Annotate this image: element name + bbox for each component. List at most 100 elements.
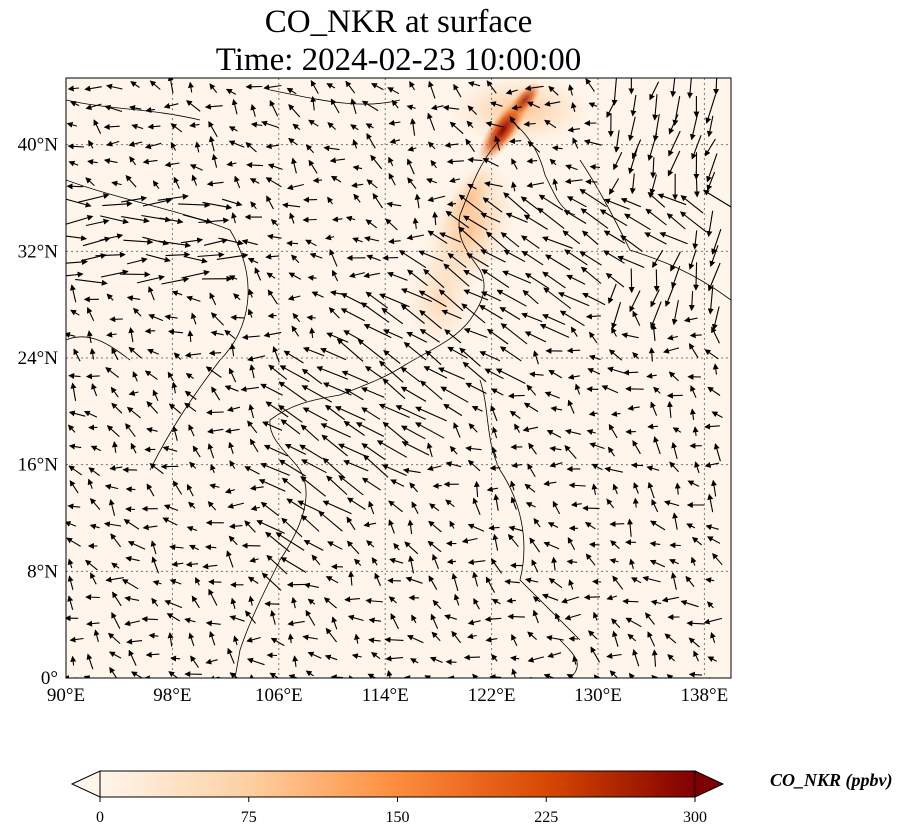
wind-arrow — [583, 594, 601, 601]
wind-arrow — [325, 404, 346, 421]
wind-arrow — [624, 213, 651, 231]
wind-arrow — [229, 615, 245, 622]
wind-arrow — [650, 401, 658, 416]
wind-arrow — [353, 193, 361, 203]
wind-arrow — [147, 123, 161, 130]
wind-arrow — [305, 239, 317, 247]
wind-arrow — [623, 369, 639, 376]
wind-arrow — [67, 424, 76, 433]
wind-arrow — [511, 668, 518, 678]
wind-arrow — [287, 620, 305, 627]
wind-arrow — [581, 230, 599, 245]
wind-arrow — [542, 314, 566, 326]
wind-arrow — [278, 405, 303, 423]
wind-arrow — [165, 251, 191, 258]
wind-arrow — [345, 80, 356, 94]
wind-arrow — [388, 519, 395, 534]
wind-arrow — [453, 83, 462, 98]
wind-arrow — [526, 101, 541, 109]
wind-arrow — [388, 500, 403, 513]
wind-arrow — [582, 293, 606, 306]
wind-arrow — [228, 441, 234, 454]
wind-arrow — [95, 251, 126, 258]
wind-arrow — [343, 459, 369, 472]
wind-arrow — [381, 307, 404, 325]
wind-arrow — [664, 284, 675, 307]
wind-arrow — [672, 512, 679, 530]
wind-arrow — [367, 673, 377, 678]
wind-arrow — [124, 595, 140, 602]
wind-arrow — [146, 427, 158, 433]
wind-arrow — [425, 350, 442, 366]
wind-arrow — [704, 349, 719, 360]
wind-arrow — [265, 143, 279, 150]
wind-arrow — [566, 347, 581, 354]
wind-arrow — [463, 215, 488, 231]
wind-arrow — [537, 207, 565, 230]
lat-tick-label: 0° — [41, 668, 58, 689]
wind-arrow — [608, 423, 618, 439]
wind-arrow — [106, 83, 123, 90]
wind-arrow — [650, 289, 660, 308]
wind-arrow — [207, 428, 224, 434]
wind-arrow — [265, 253, 280, 260]
wind-arrow — [105, 576, 124, 583]
wind-arrow — [321, 434, 348, 457]
wind-arrow — [390, 613, 399, 630]
wind-arrow — [256, 520, 285, 534]
wind-arrow — [142, 197, 173, 207]
wind-arrow — [386, 201, 402, 208]
lon-tick-label: 90°E — [47, 685, 85, 706]
wind-arrow — [348, 675, 355, 678]
wind-arrow — [686, 523, 696, 529]
wind-arrow — [589, 164, 601, 171]
wind-arrow — [142, 524, 158, 531]
wind-arrow — [185, 561, 199, 568]
wind-arrow — [286, 498, 306, 511]
wind-arrow — [167, 371, 174, 382]
wind-arrow — [102, 200, 133, 207]
wind-arrow — [226, 550, 234, 568]
wind-arrow — [286, 87, 297, 95]
wind-arrow — [211, 153, 218, 168]
wind-arrow — [191, 174, 198, 186]
wind-arrow — [492, 533, 499, 551]
wind-arrow — [260, 462, 290, 476]
wind-arrow — [216, 252, 249, 260]
wind-arrow — [570, 102, 577, 112]
wind-arrow — [123, 238, 154, 245]
wind-arrow — [613, 151, 623, 171]
wind-arrow — [564, 178, 583, 185]
wind-arrow — [248, 595, 255, 606]
colorbar: 0 75 150 225 300 — [70, 770, 725, 826]
wind-arrow — [680, 195, 704, 214]
wind-arrow — [164, 314, 178, 321]
wind-arrow — [99, 233, 124, 241]
wind-arrow — [310, 80, 319, 94]
wind-arrow — [209, 630, 216, 646]
wind-arrow — [167, 632, 174, 647]
wind-arrow — [249, 674, 255, 678]
wind-arrow — [706, 153, 718, 183]
wind-arrow — [85, 559, 98, 571]
wind-arrow — [710, 631, 716, 643]
wind-arrow — [426, 442, 433, 458]
wind-arrow — [389, 138, 401, 144]
wind-arrow — [647, 133, 658, 161]
wind-arrow — [249, 556, 259, 563]
wind-arrow — [482, 197, 503, 213]
wind-arrow — [631, 462, 644, 469]
wind-arrow — [511, 104, 522, 111]
wind-arrow — [532, 609, 539, 624]
wind-arrow — [712, 553, 723, 566]
wind-arrow — [382, 329, 403, 339]
wind-arrow — [579, 251, 602, 266]
wind-arrow — [103, 521, 122, 528]
wind-arrow — [603, 198, 630, 210]
wind-arrow — [405, 576, 423, 584]
wind-arrow — [233, 635, 239, 646]
wind-arrow — [505, 212, 528, 223]
wind-arrow — [344, 388, 364, 401]
wind-arrow — [301, 385, 333, 403]
wind-arrow — [586, 386, 599, 393]
